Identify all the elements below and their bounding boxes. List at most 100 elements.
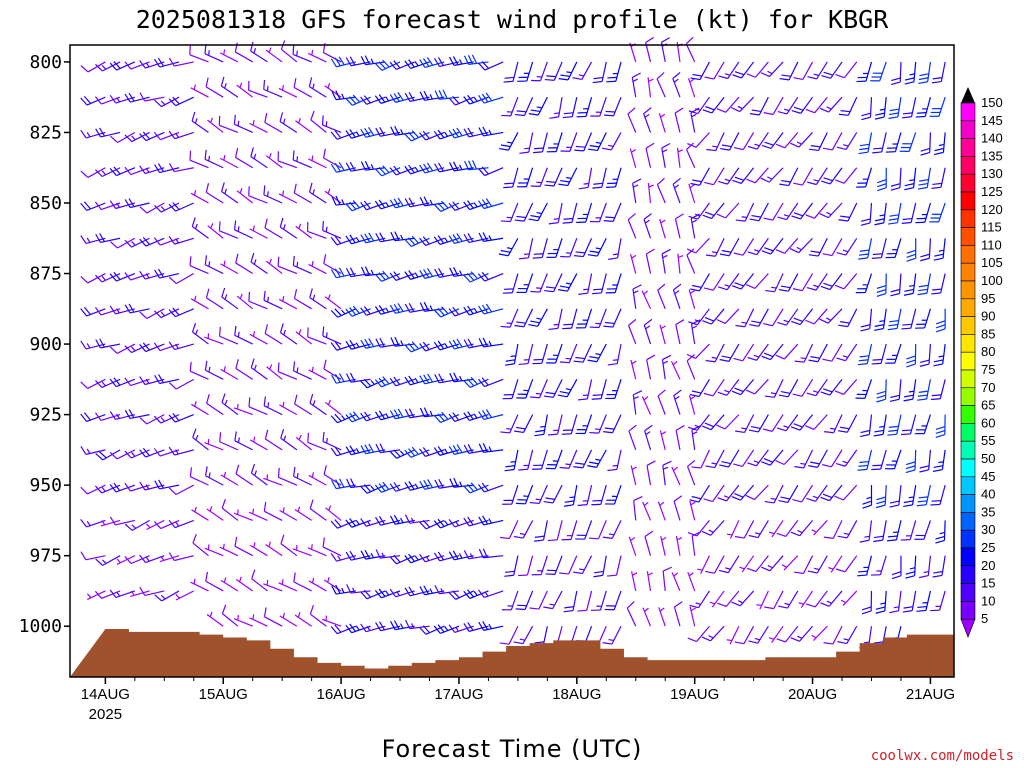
wind-barb [838, 96, 858, 116]
wind-barb [294, 612, 312, 627]
wind-barb [191, 111, 209, 133]
wind-barb [690, 61, 710, 81]
wind-barb [153, 414, 180, 424]
wind-barb [790, 414, 814, 431]
wind-barb [775, 237, 799, 254]
wind-barb [307, 327, 327, 345]
wind-barb [562, 202, 578, 224]
wind-barb [191, 506, 209, 521]
wind-barb [702, 308, 725, 325]
y-axis: 800 825 850 875 900 925 950 975 1000 [19, 52, 70, 637]
wind-barb [251, 569, 268, 592]
wind-barb [734, 625, 755, 645]
wind-barb [154, 268, 180, 279]
wind-barb [659, 324, 666, 345]
wind-barb [534, 414, 548, 437]
wind-barb [661, 142, 671, 168]
wind-barb [109, 166, 136, 177]
wind-barb [739, 555, 755, 573]
wind-barb [419, 196, 445, 207]
wind-barb [236, 293, 254, 310]
wind-barb [660, 37, 670, 63]
wind-barb [189, 45, 209, 63]
wind-barb [591, 273, 607, 295]
wind-barb [504, 449, 519, 472]
wind-barb [204, 360, 224, 380]
colorbar-swatch [960, 102, 976, 122]
wind-barb [309, 604, 327, 627]
colorbar-label: 90 [981, 309, 995, 324]
wind-barb [889, 590, 902, 614]
wind-barb [834, 484, 858, 501]
wind-barb [221, 287, 239, 310]
wind-barb [375, 621, 401, 632]
wind-barb [561, 414, 578, 435]
wind-barb [500, 202, 519, 223]
wind-barb [662, 566, 673, 592]
wind-barb [294, 394, 312, 416]
colorbar-swatch [960, 440, 976, 460]
wind-barb [501, 96, 519, 117]
wind-barb [824, 414, 843, 434]
wind-barb [885, 132, 902, 153]
wind-barb [749, 308, 769, 327]
x-tick-sublabel: 2025 [89, 706, 122, 723]
wind-barb [890, 273, 902, 297]
wind-barb [689, 590, 710, 609]
wind-barb [205, 77, 224, 98]
wind-barb [404, 408, 430, 419]
wind-barb [603, 308, 622, 328]
colorbar-swatch [960, 156, 976, 175]
wind-barb [658, 113, 666, 133]
wind-barb [720, 132, 740, 151]
wind-barb [904, 61, 917, 85]
wind-barb [857, 449, 873, 471]
wind-barb [871, 343, 887, 365]
wind-barb [687, 571, 696, 592]
wind-barb [761, 343, 784, 361]
colorbar-swatch [960, 547, 976, 567]
wind-barb [805, 308, 828, 325]
wind-barb [154, 374, 180, 385]
wind-barb [834, 273, 858, 290]
wind-barb [793, 61, 814, 81]
wind-barb [687, 414, 710, 431]
colorbar-label: 55 [981, 433, 995, 448]
wind-barb [548, 414, 563, 436]
wind-barb [643, 213, 652, 239]
wind-barb [546, 238, 563, 258]
wind-barb [657, 283, 666, 310]
colorbar-swatch [960, 173, 976, 193]
colorbar-swatch [960, 280, 976, 300]
wind-barb [836, 132, 858, 151]
wind-barb [322, 431, 342, 451]
wind-barb [206, 611, 224, 627]
wind-barb [360, 549, 386, 560]
colorbar-swatch [960, 476, 976, 495]
wind-barb [124, 343, 150, 354]
wind-barb [236, 82, 254, 98]
wind-barb [323, 359, 342, 380]
wind-barb [249, 436, 268, 451]
wind-barb [279, 507, 298, 521]
wind-barb [673, 495, 683, 521]
wind-barb [794, 555, 814, 575]
wind-barb [109, 516, 135, 526]
wind-barb [322, 220, 342, 239]
wind-barb [477, 482, 504, 493]
wind-barb [838, 308, 858, 328]
wind-barb [794, 449, 814, 469]
wind-barb [390, 125, 415, 136]
wind-barb [834, 378, 858, 395]
wind-barb [932, 555, 946, 578]
wind-barb [642, 607, 652, 627]
wind-barb [139, 342, 165, 353]
wind-barb [631, 72, 641, 98]
wind-barb [686, 142, 696, 168]
wind-barb [920, 238, 932, 262]
wind-barb [207, 117, 224, 133]
wind-barb [280, 428, 298, 451]
colorbar-swatch [960, 245, 976, 264]
wind-barb [589, 414, 607, 434]
wind-barb [602, 520, 622, 539]
